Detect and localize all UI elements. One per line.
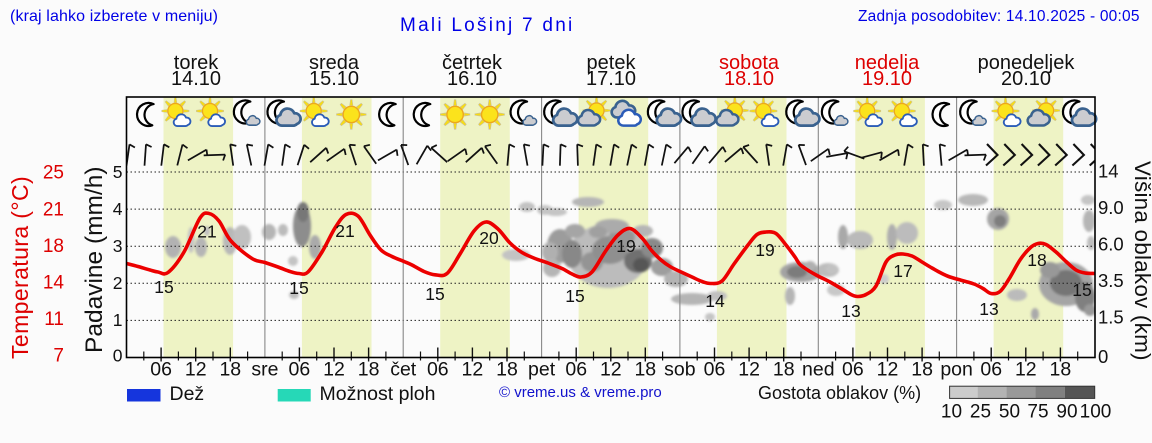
svg-text:21: 21: [197, 222, 216, 242]
svg-text:12: 12: [600, 359, 622, 381]
svg-text:14: 14: [1098, 161, 1119, 182]
svg-text:1.5: 1.5: [1098, 307, 1124, 328]
svg-text:5: 5: [113, 162, 123, 182]
svg-text:100: 100: [1080, 402, 1112, 423]
svg-text:11: 11: [44, 309, 64, 330]
svg-text:pon: pon: [940, 359, 973, 381]
svg-text:21: 21: [335, 221, 354, 241]
svg-text:15: 15: [1072, 280, 1091, 300]
svg-text:15: 15: [425, 284, 444, 304]
svg-text:3.5: 3.5: [1098, 270, 1124, 291]
svg-text:14: 14: [705, 291, 725, 311]
svg-text:sre: sre: [251, 359, 278, 381]
svg-text:06: 06: [427, 359, 449, 381]
svg-text:18: 18: [773, 359, 795, 381]
svg-text:10: 10: [941, 402, 962, 423]
svg-text:sob: sob: [664, 359, 696, 381]
svg-text:9.0: 9.0: [1098, 197, 1124, 218]
svg-text:18: 18: [634, 359, 656, 381]
svg-text:1: 1: [113, 310, 123, 330]
svg-text:06: 06: [980, 359, 1002, 381]
svg-text:Gostota oblakov (%): Gostota oblakov (%): [758, 383, 921, 403]
svg-text:12: 12: [738, 359, 760, 381]
svg-text:06: 06: [289, 359, 311, 381]
svg-text:4: 4: [113, 199, 123, 219]
svg-text:pet: pet: [528, 359, 556, 381]
svg-text:13: 13: [841, 301, 860, 321]
svg-text:12: 12: [1015, 359, 1037, 381]
svg-text:17: 17: [893, 261, 912, 281]
svg-text:15: 15: [565, 286, 584, 306]
svg-text:Možnost ploh: Možnost ploh: [320, 383, 436, 405]
svg-text:6.0: 6.0: [1098, 234, 1124, 255]
svg-text:06: 06: [704, 359, 726, 381]
svg-text:06: 06: [150, 359, 172, 381]
svg-text:čet: čet: [390, 359, 417, 381]
svg-text:12: 12: [877, 359, 899, 381]
svg-text:06: 06: [842, 359, 864, 381]
svg-text:18: 18: [911, 359, 933, 381]
svg-text:19: 19: [616, 236, 635, 256]
svg-text:18: 18: [496, 359, 518, 381]
svg-text:12: 12: [323, 359, 345, 381]
svg-text:21: 21: [43, 200, 64, 221]
svg-text:25: 25: [43, 163, 64, 184]
svg-text:50: 50: [999, 402, 1020, 423]
svg-text:12: 12: [185, 359, 207, 381]
svg-text:18: 18: [43, 236, 64, 257]
svg-text:20: 20: [479, 228, 499, 248]
svg-text:3: 3: [113, 236, 123, 256]
svg-text:90: 90: [1056, 402, 1077, 423]
svg-text:Dež: Dež: [170, 383, 205, 405]
svg-text:2: 2: [113, 273, 123, 293]
svg-text:06: 06: [565, 359, 587, 381]
svg-text:0: 0: [1098, 346, 1108, 367]
svg-text:18: 18: [358, 359, 380, 381]
svg-text:7: 7: [53, 346, 64, 367]
svg-text:15: 15: [289, 278, 308, 298]
svg-text:© vreme.us & vreme.pro: © vreme.us & vreme.pro: [499, 384, 662, 401]
svg-text:18: 18: [219, 359, 241, 381]
svg-text:25: 25: [970, 402, 991, 423]
svg-text:15: 15: [154, 277, 173, 297]
svg-text:13: 13: [979, 299, 998, 319]
svg-text:12: 12: [462, 359, 484, 381]
svg-text:18: 18: [1027, 250, 1046, 270]
svg-text:18: 18: [1050, 359, 1072, 381]
svg-text:19: 19: [755, 240, 774, 260]
svg-text:75: 75: [1027, 402, 1048, 423]
svg-text:0: 0: [113, 346, 123, 366]
svg-text:14: 14: [43, 273, 65, 294]
svg-text:ned: ned: [802, 359, 835, 381]
